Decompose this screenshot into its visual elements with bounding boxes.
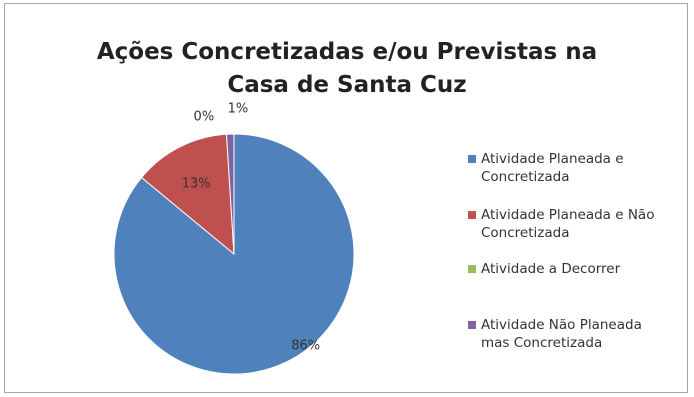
legend-swatch-nao-planeada-concretizada bbox=[468, 321, 476, 329]
chart-title-line-1: Ações Concretizadas e/ou Previstas na bbox=[96, 39, 598, 65]
pie-slice-atividade-planeada-e-nao-concretizada bbox=[140, 133, 235, 256]
legend-label-planeada-concretizada: Atividade Planeada e Concretizada bbox=[481, 151, 624, 185]
legend-item-nao-planeada-concretizada: Atividade Não Planeada mas Concretizada bbox=[468, 316, 690, 352]
legend-label-a-decorrer: Atividade a Decorrer bbox=[481, 261, 621, 277]
chart-title: Ações Concretizadas e/ou Previstas na Ca… bbox=[0, 36, 694, 102]
legend-swatch-planeada-concretizada bbox=[468, 155, 476, 163]
legend-item-planeada-concretizada: Atividade Planeada e Concretizada bbox=[468, 150, 690, 186]
legend-item-planeada-nao-concretizada: Atividade Planeada e Não Concretizada bbox=[468, 206, 690, 242]
chart-frame bbox=[4, 3, 688, 393]
legend-swatch-a-decorrer bbox=[468, 265, 476, 273]
legend-label-nao-planeada-concretizada: Atividade Não Planeada mas Concretizada bbox=[481, 317, 642, 351]
data-label-atividade-planeada-e-nao-concretizada: 13% bbox=[182, 177, 211, 192]
data-label-atividade-nao-planeada-mas-concretizada: 1% bbox=[228, 101, 249, 116]
pie-slice-atividade-nao-planeada-mas-concretizada bbox=[225, 133, 235, 255]
legend-swatch-planeada-nao-concretizada bbox=[468, 211, 476, 219]
legend-label-planeada-nao-concretizada: Atividade Planeada e Não Concretizada bbox=[481, 207, 655, 241]
data-label-atividade-planeada-e-concretizada: 86% bbox=[291, 338, 320, 353]
chart-title-line-2: Casa de Santa Cuz bbox=[227, 72, 467, 98]
legend-item-a-decorrer: Atividade a Decorrer bbox=[468, 260, 690, 278]
data-label-atividade-a-decorrer: 0% bbox=[194, 110, 215, 125]
